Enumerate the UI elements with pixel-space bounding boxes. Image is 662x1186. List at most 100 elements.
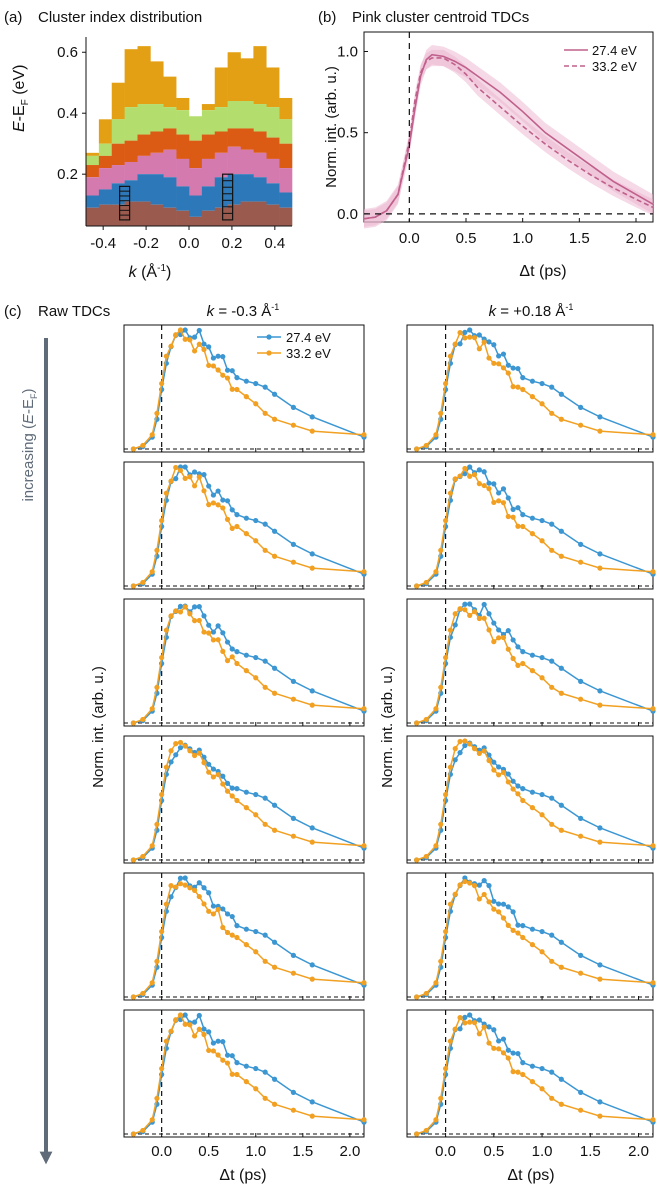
data-point xyxy=(309,565,315,571)
data-point xyxy=(510,637,516,643)
data-point xyxy=(467,741,473,747)
data-point xyxy=(210,363,217,369)
data-point xyxy=(140,716,146,723)
data-point xyxy=(215,353,221,359)
data-point xyxy=(220,773,226,779)
data-point xyxy=(442,517,449,524)
x-tick-label: 1.5 xyxy=(292,1143,313,1160)
data-point xyxy=(271,665,278,671)
data-point xyxy=(467,612,473,619)
data-point xyxy=(558,690,564,696)
data-point xyxy=(196,1012,202,1019)
data-point xyxy=(201,901,207,907)
data-point xyxy=(130,1131,137,1137)
data-point xyxy=(262,795,268,801)
series-line xyxy=(133,466,365,587)
raw-tdc-subplot xyxy=(123,872,367,1001)
data-point xyxy=(229,525,235,532)
data-point xyxy=(243,531,249,537)
data-point xyxy=(262,658,268,664)
data-point xyxy=(505,646,511,652)
data-point xyxy=(149,569,155,575)
data-point xyxy=(471,472,478,478)
data-point xyxy=(505,495,511,501)
data-point xyxy=(177,464,184,470)
y-tick-label: 0.4 xyxy=(57,105,78,122)
cluster-cell-red xyxy=(111,143,125,166)
cluster-cell-pink xyxy=(201,158,216,187)
data-point xyxy=(457,738,463,745)
data-point xyxy=(191,752,198,759)
data-point xyxy=(486,883,492,889)
data-point xyxy=(414,1131,420,1137)
data-point xyxy=(467,473,473,479)
data-point xyxy=(262,958,268,964)
data-point xyxy=(173,608,179,614)
y-tick-label: 0.2 xyxy=(57,166,78,183)
data-point xyxy=(229,793,235,799)
data-point xyxy=(196,327,202,334)
panel-c-title: Raw TDCs xyxy=(38,303,110,320)
data-point xyxy=(243,1079,249,1085)
data-point xyxy=(578,970,584,976)
data-point xyxy=(510,786,516,792)
cluster-cell-pink xyxy=(137,155,151,175)
raw-tdc-subplot xyxy=(123,735,367,864)
data-point xyxy=(549,547,555,553)
data-point xyxy=(481,482,487,489)
raw-tdc-subplot xyxy=(406,735,656,864)
data-point xyxy=(462,1020,468,1026)
cluster-cell-blue xyxy=(163,177,177,208)
data-point xyxy=(159,654,165,661)
data-point xyxy=(253,1065,259,1072)
data-point xyxy=(234,923,240,929)
cluster-cell-brown xyxy=(279,207,293,226)
data-point xyxy=(486,757,492,764)
data-point xyxy=(191,887,198,893)
data-point xyxy=(206,1029,212,1035)
panel-c-xlabel-right: Δt (ps) xyxy=(507,1167,554,1184)
data-point xyxy=(467,464,473,470)
data-point xyxy=(578,559,584,565)
data-point xyxy=(154,1095,160,1101)
data-point xyxy=(515,505,521,511)
cluster-cell-pink xyxy=(279,168,293,193)
data-point xyxy=(290,422,297,428)
data-point xyxy=(491,360,497,366)
data-point xyxy=(210,355,217,361)
data-point xyxy=(201,613,207,619)
cluster-cell-orange xyxy=(137,46,151,105)
data-point xyxy=(243,789,249,795)
data-point xyxy=(471,883,478,889)
data-point xyxy=(271,964,278,970)
data-point xyxy=(206,908,212,914)
data-point xyxy=(476,750,482,756)
data-point xyxy=(505,771,511,777)
data-point xyxy=(650,980,656,986)
data-point xyxy=(262,1069,268,1075)
cluster-cell-pink xyxy=(227,146,241,175)
cluster-cell-red xyxy=(86,165,100,178)
data-point xyxy=(196,880,202,886)
data-point xyxy=(515,1069,521,1075)
series-line xyxy=(416,607,654,724)
data-point xyxy=(149,980,155,986)
data-point xyxy=(467,601,473,607)
data-point xyxy=(140,853,146,860)
data-point xyxy=(529,942,536,948)
cluster-cell-blue xyxy=(201,186,216,211)
data-point xyxy=(500,351,507,357)
data-point xyxy=(182,1012,188,1018)
cluster-cell-green xyxy=(266,107,280,138)
data-point xyxy=(191,618,198,624)
data-point xyxy=(539,1065,545,1072)
data-point xyxy=(243,805,249,811)
data-point xyxy=(500,1036,507,1042)
subplot-frame xyxy=(123,735,365,864)
data-point xyxy=(471,609,478,615)
data-point xyxy=(253,675,259,681)
raw-tdc-subplot xyxy=(123,461,367,590)
data-point xyxy=(159,1065,165,1072)
series-line xyxy=(133,882,365,998)
